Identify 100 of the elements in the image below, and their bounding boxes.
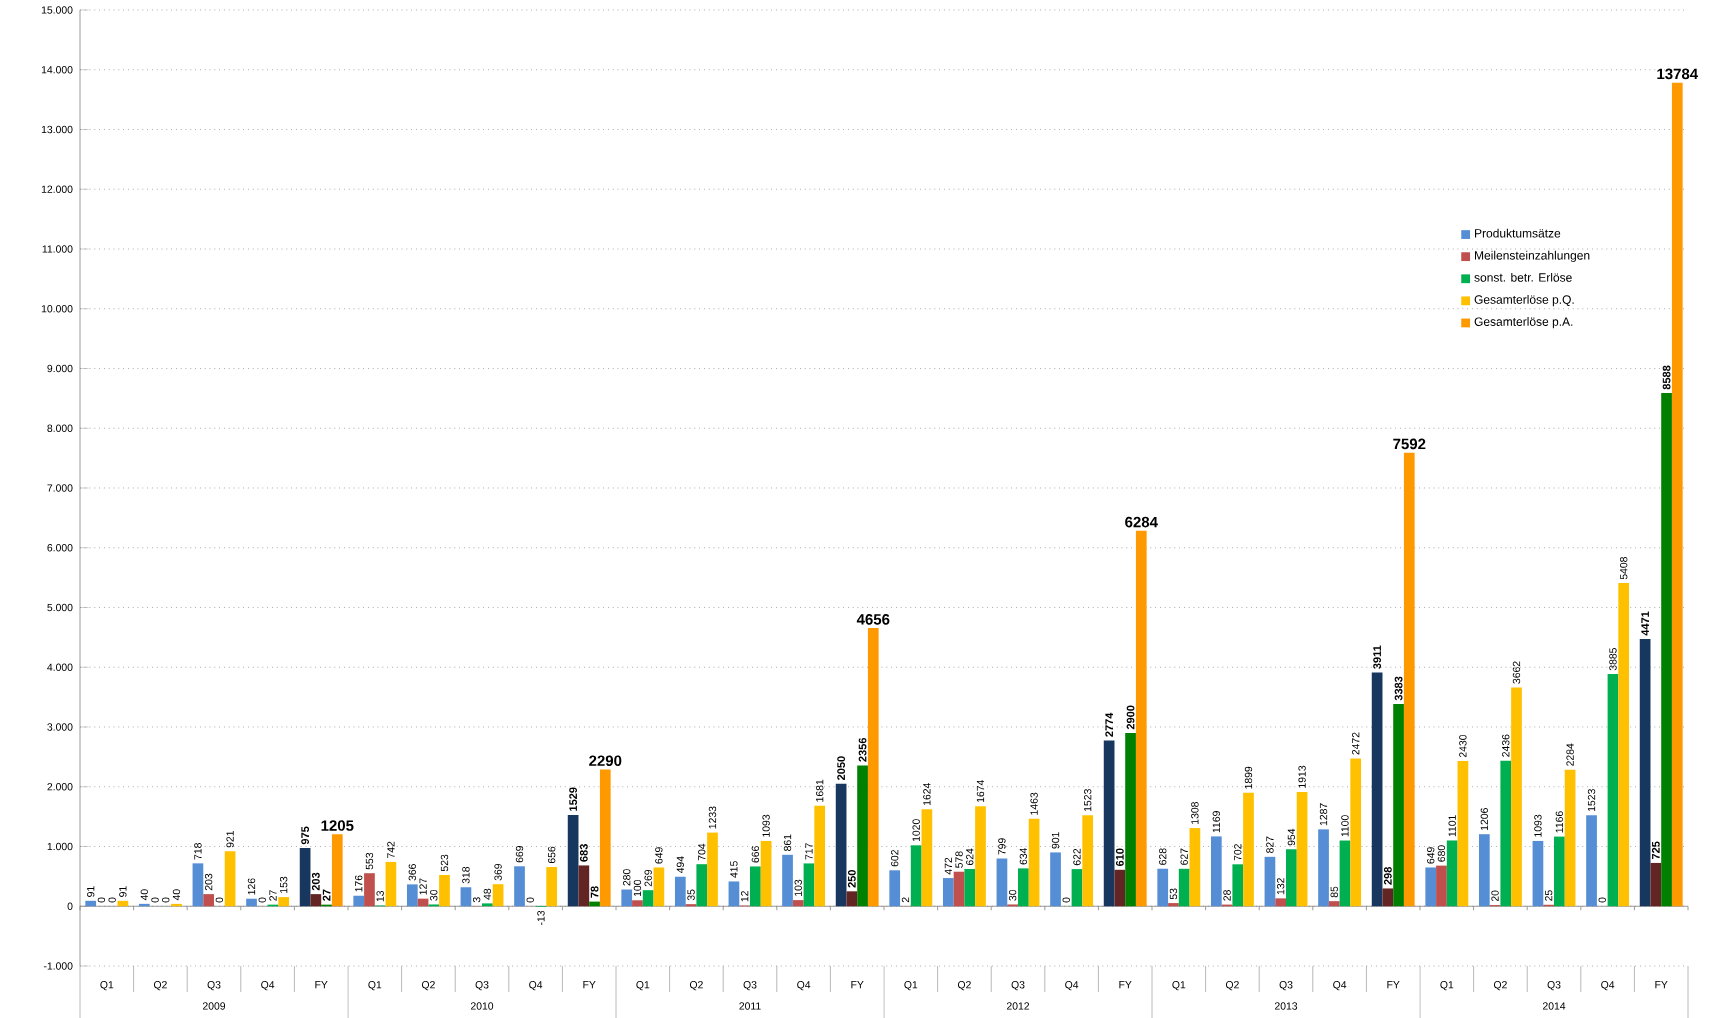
- bar: [621, 889, 633, 907]
- bar: [1243, 792, 1254, 907]
- bar: [1028, 818, 1040, 907]
- legend-label: Gesamterlöse p.Q.: [1474, 294, 1574, 307]
- data-label: 0: [258, 897, 266, 903]
- data-label: 20: [1491, 890, 1499, 902]
- bar: [814, 805, 826, 907]
- bar: [889, 870, 901, 907]
- data-label: 13784: [1657, 68, 1699, 80]
- bar: [674, 876, 686, 907]
- data-label: 2430: [1459, 734, 1467, 758]
- x-tick-label: Q2: [153, 981, 167, 991]
- bar: [1511, 687, 1522, 907]
- x-tick-label: FY: [851, 981, 864, 989]
- data-label: 103: [794, 879, 802, 896]
- x-tick-label: Q2: [421, 981, 435, 991]
- x-tick-label: FY: [583, 981, 596, 989]
- bar: [1554, 836, 1565, 907]
- data-label: 975: [301, 826, 309, 845]
- bar: [942, 878, 954, 907]
- data-label: 2050: [837, 756, 846, 780]
- data-label: 602: [891, 850, 899, 867]
- data-label: 0: [1062, 897, 1070, 903]
- data-label: 2900: [1126, 705, 1135, 730]
- bar: [460, 887, 472, 907]
- data-label: 718: [194, 843, 202, 860]
- bar: [492, 884, 504, 907]
- bar: [1178, 868, 1190, 907]
- bar: [1403, 452, 1415, 907]
- x-tick-label: Q2: [1225, 981, 1239, 991]
- y-tick-label: 6.000: [47, 544, 73, 552]
- y-tick-label: 14.000: [41, 66, 73, 74]
- bar: [85, 900, 97, 907]
- y-tick-label: 3.000: [47, 723, 73, 731]
- data-label: 3: [472, 897, 481, 903]
- bar: [1425, 867, 1437, 907]
- data-label: 627: [1180, 848, 1188, 865]
- bar: [1500, 760, 1512, 907]
- data-label: 2774: [1105, 712, 1113, 737]
- data-label: 132: [1276, 878, 1285, 895]
- data-label: 369: [494, 863, 502, 881]
- y-tick-label: -1.000: [43, 962, 73, 970]
- data-label: 1206: [1480, 808, 1488, 831]
- data-label: 30: [430, 889, 438, 901]
- bar: [1586, 815, 1597, 907]
- data-label: 126: [247, 878, 256, 895]
- bar: [696, 864, 708, 907]
- data-label: 40: [172, 889, 181, 901]
- data-label: 0: [215, 897, 224, 903]
- bar: [1382, 888, 1394, 907]
- data-label: 1463: [1030, 792, 1038, 815]
- bar: [599, 769, 611, 907]
- data-label: 2356: [858, 737, 867, 762]
- bar: [1114, 869, 1126, 907]
- x-tick-label: FY: [1387, 981, 1400, 989]
- bar: [653, 867, 665, 907]
- text: 2013: [1274, 1002, 1298, 1010]
- data-label: 669: [515, 846, 524, 863]
- data-label: 1287: [1319, 803, 1328, 826]
- data-label: 40: [140, 889, 148, 901]
- data-label: 3383: [1394, 676, 1403, 701]
- legend-label: Meilensteinzahlungen: [1475, 250, 1590, 262]
- y-tick-label: 4.000: [47, 663, 73, 671]
- bar: [1318, 829, 1329, 907]
- legend-label: Produktumsätze: [1475, 228, 1561, 238]
- data-label: 203: [204, 873, 213, 891]
- bar: [331, 834, 343, 907]
- data-label: 2284: [1566, 743, 1574, 766]
- x-tick-label: FY: [1655, 981, 1668, 989]
- bar: [1071, 869, 1083, 907]
- bar: [867, 628, 879, 907]
- data-label: 78: [590, 886, 599, 898]
- data-label: 85: [1330, 886, 1338, 898]
- data-label: 153: [279, 876, 288, 893]
- bar: [439, 875, 450, 907]
- data-label: 683: [579, 844, 588, 862]
- data-label: 1913: [1298, 765, 1306, 788]
- bar: [1339, 840, 1351, 907]
- x-tick-label: FY: [1119, 981, 1132, 989]
- x-tick-label: Q4: [1333, 981, 1347, 991]
- bar: [203, 894, 214, 907]
- bar: [782, 854, 793, 907]
- data-label: 494: [676, 856, 684, 874]
- data-label: 954: [1287, 828, 1296, 846]
- data-label: 1100: [1341, 815, 1349, 837]
- data-label: 702: [1234, 844, 1242, 861]
- bar: [1189, 828, 1201, 907]
- data-label: 1169: [1212, 811, 1220, 833]
- x-tick-label: Q4: [797, 981, 811, 991]
- bar: [1371, 672, 1383, 907]
- data-label: 649: [655, 847, 663, 864]
- data-label: 656: [547, 846, 556, 864]
- data-label: 0: [1598, 897, 1606, 903]
- bar: [1050, 852, 1061, 907]
- bar: [1157, 868, 1169, 907]
- x-tick-label: Q3: [743, 981, 757, 991]
- bar: [728, 881, 740, 907]
- data-label: 628: [1159, 848, 1167, 865]
- x-tick-label: Q3: [1279, 981, 1293, 991]
- data-label: 622: [1073, 848, 1081, 866]
